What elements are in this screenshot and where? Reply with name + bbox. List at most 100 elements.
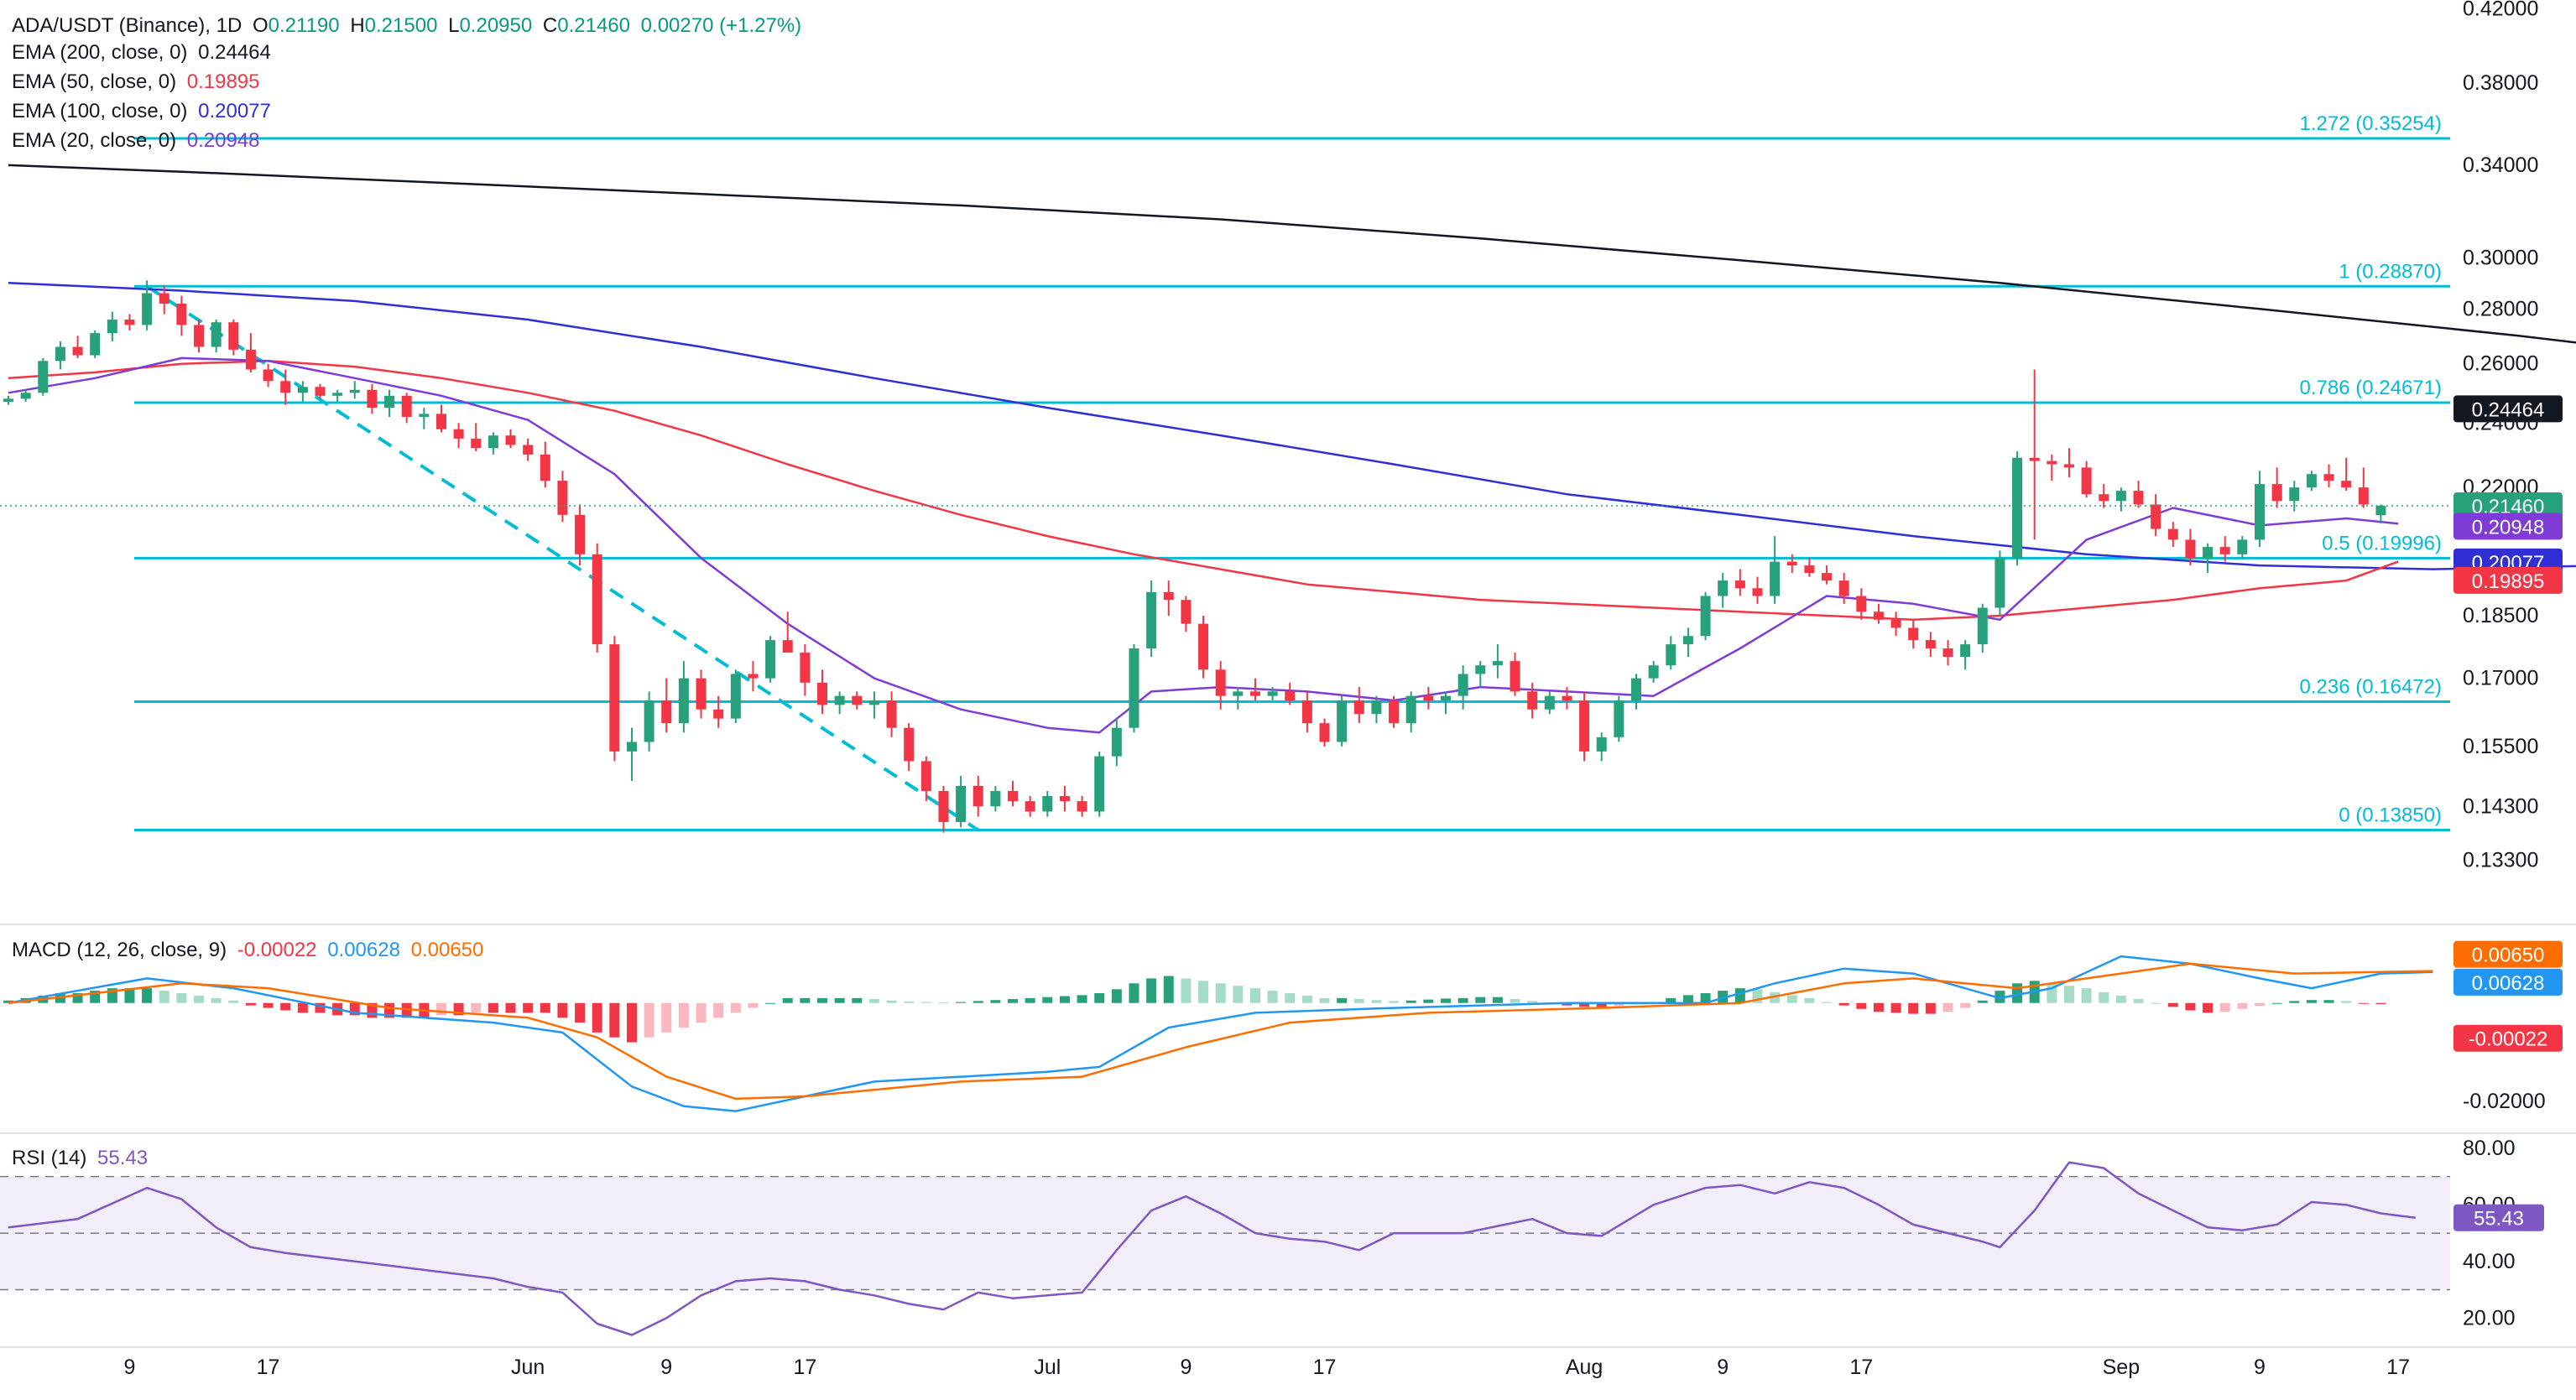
macd-histogram-bar [1440, 998, 1451, 1003]
candle [1215, 669, 1226, 696]
ema-100-label: EMA (100, close, 0) [12, 100, 188, 122]
candle [973, 785, 983, 807]
rsi-value-tag [2453, 1204, 2544, 1231]
macd-histogram-bar [2271, 1002, 2282, 1004]
candle [72, 346, 83, 356]
date-tick-label: 17 [1849, 1356, 1873, 1379]
candle [1129, 648, 1139, 728]
candle [1094, 756, 1105, 812]
macd-histogram-bar [1995, 991, 2005, 1003]
price-tag [2453, 395, 2563, 423]
macd-histogram-bar [1301, 995, 1312, 1003]
macd-value: 0.00628 [327, 939, 400, 961]
macd-histogram-bar [2115, 995, 2126, 1003]
macd-histogram-bar [661, 1002, 672, 1033]
fib-level-label: 0 (0.13850) [2339, 804, 2442, 826]
low-label: L [448, 14, 460, 37]
macd-histogram-bar [2375, 1002, 2386, 1005]
fib-level-label: 0.5 (0.19996) [2322, 532, 2442, 554]
candle [1233, 691, 1244, 696]
rsi-line [8, 1161, 2416, 1336]
macd-histogram-bar [938, 1002, 949, 1004]
macd-histogram-bar [1285, 993, 1296, 1003]
price-tag [2453, 492, 2563, 520]
macd-histogram-bar [1025, 997, 1035, 1003]
macd-histogram-bar [1977, 1000, 1988, 1003]
candle [176, 303, 187, 325]
candle [1405, 695, 1416, 724]
candle [2167, 528, 2178, 540]
candle [765, 640, 776, 679]
candle [280, 381, 291, 393]
candle [2358, 487, 2369, 505]
candle [904, 727, 915, 762]
macd-value-tag-label: 0.00628 [2472, 972, 2545, 995]
macd-histogram-bar [1267, 991, 1278, 1003]
macd-histogram-bar [765, 1002, 776, 1004]
candle [2219, 547, 2230, 554]
candle [1856, 596, 1867, 612]
macd-histogram-bar [523, 1002, 534, 1013]
candle [592, 554, 602, 645]
macd-histogram-bar [1614, 1002, 1624, 1007]
ema-50-label: EMA (50, close, 0) [12, 70, 177, 93]
candle [384, 395, 395, 409]
pane-separator [0, 1132, 2576, 1134]
candle [245, 349, 256, 370]
macd-histogram-bar [2341, 1001, 2352, 1003]
candle [1492, 661, 1503, 666]
macd-histogram-bar [540, 1002, 550, 1013]
candle [817, 682, 827, 705]
candle [852, 695, 863, 705]
candle [626, 742, 637, 752]
candle [2151, 504, 2161, 529]
macd-histogram-bar [2237, 1002, 2248, 1009]
candle [2029, 457, 2040, 461]
date-tick-label: Aug [1566, 1356, 1603, 1379]
ema-100-legend: EMA (100, close, 0) 0.20077 [12, 99, 276, 124]
ema-200-legend: EMA (200, close, 0) 0.24464 [12, 40, 276, 65]
macd-histogram-bar [1925, 1002, 1936, 1014]
macd-histogram-bar [1492, 997, 1503, 1003]
rsi-value-tag-label: 55.43 [2474, 1208, 2524, 1231]
macd-histogram-bar [194, 995, 205, 1003]
macd-histogram-bar [1734, 988, 1745, 1003]
candle [782, 640, 793, 653]
macd-histogram-bar [1908, 1002, 1919, 1014]
macd-histogram-bar [1890, 1002, 1901, 1013]
macd-histogram-bar [1682, 995, 1693, 1003]
date-tick-label: Jul [1034, 1356, 1061, 1379]
candle [1423, 695, 1434, 700]
rsi-legend: RSI (14) 55.43 [12, 1146, 153, 1171]
price-tick-label: 0.15500 [2463, 735, 2538, 758]
price-tick-label: 0.17000 [2463, 667, 2538, 690]
macd-histogram-bar [228, 1000, 239, 1003]
macd-histogram-bar [852, 997, 863, 1003]
macd-histogram-bar [592, 1002, 602, 1033]
candle [2099, 494, 2109, 502]
candle [1544, 695, 1555, 710]
macd-line [8, 955, 2433, 1112]
ema-20-legend: EMA (20, close, 0) 0.20948 [12, 128, 265, 154]
candle [575, 514, 586, 554]
candle [1198, 623, 1209, 670]
price-tick-label: 0.13300 [2463, 848, 2538, 872]
macd-histogram-bar [1181, 978, 1192, 1003]
candle [2271, 484, 2282, 502]
candle [2047, 461, 2057, 465]
macd-histogram-bar [1527, 1001, 1538, 1003]
price-tag [2453, 513, 2563, 540]
candle [349, 389, 360, 393]
candle [505, 435, 516, 445]
price-tag [2453, 566, 2563, 594]
candle [211, 322, 222, 347]
candle [2081, 467, 2092, 495]
candle [730, 674, 741, 719]
high-value: 0.21500 [364, 14, 438, 37]
price-tick-label: 0.26000 [2463, 352, 2538, 376]
candle [1285, 691, 1296, 700]
candle [1666, 644, 1676, 666]
macd-histogram-bar [1786, 995, 1797, 1003]
macd-histogram-bar [245, 1002, 256, 1006]
